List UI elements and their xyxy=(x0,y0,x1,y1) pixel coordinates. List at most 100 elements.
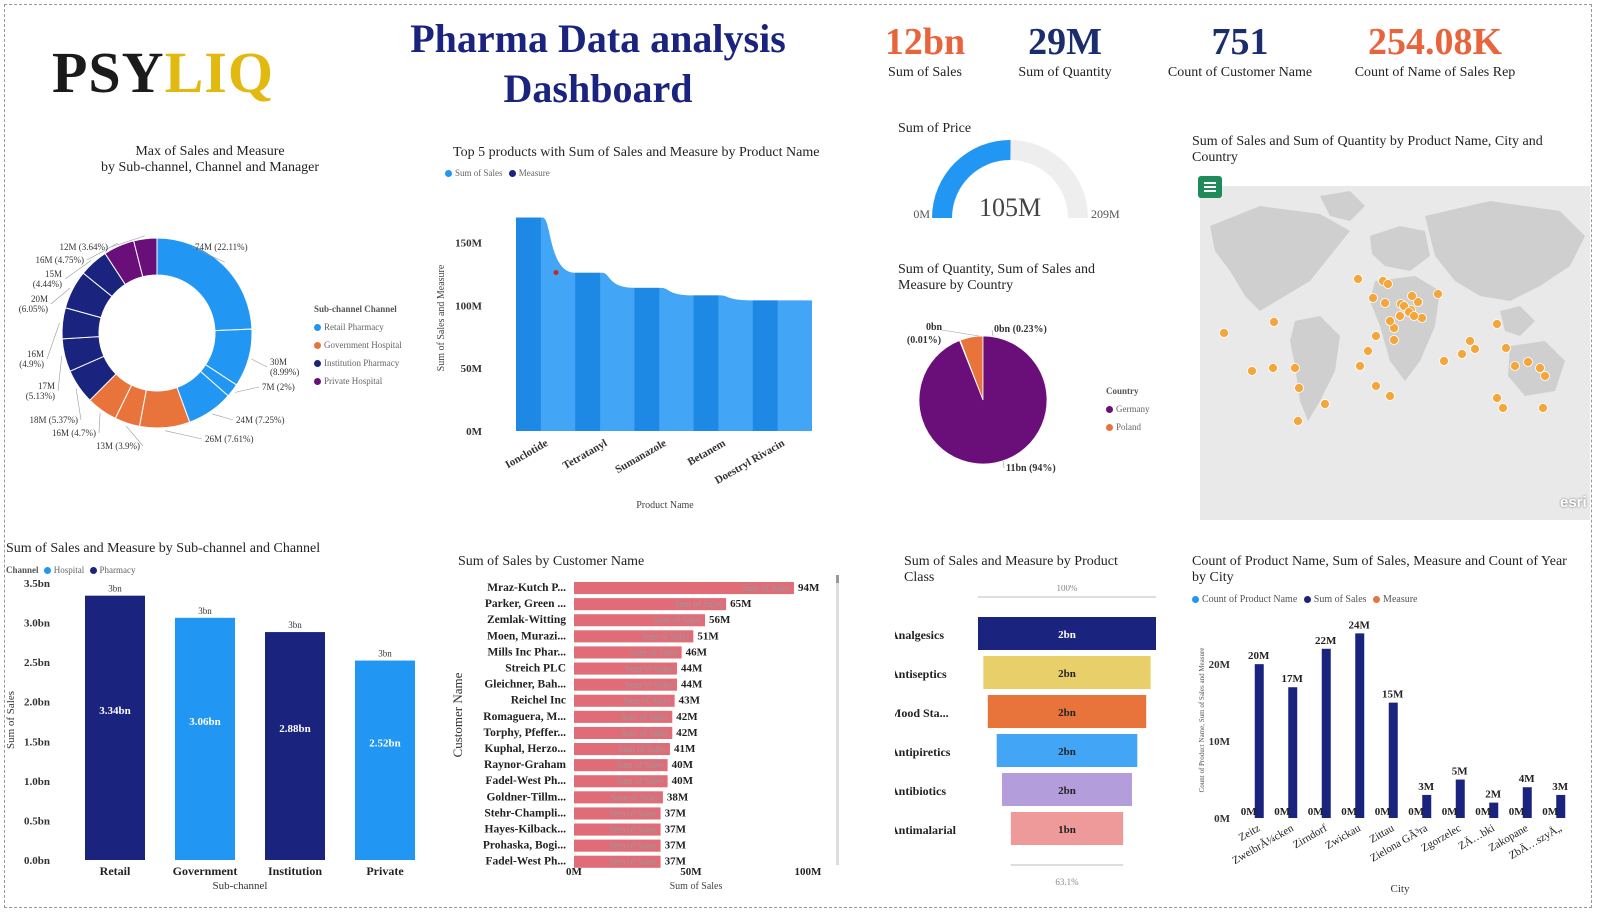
map-location-bubble xyxy=(1371,331,1381,341)
donut-data-label: 15M xyxy=(45,269,62,279)
donut-data-label: 7M (2%) xyxy=(262,382,295,392)
bar-value-label: 4M xyxy=(1519,773,1536,785)
bar-top-label: 3bn xyxy=(288,620,302,630)
y-tick-label: 1.5bn xyxy=(24,736,50,748)
customer-sales-bar xyxy=(574,694,675,707)
pie-legend: Country Germany Poland xyxy=(1106,382,1150,436)
customer-sales-bar xyxy=(574,598,727,611)
y-tick-label: 1.0bn xyxy=(24,776,50,788)
gauge-chart[interactable]: 105M 0M 209M xyxy=(900,130,1160,240)
pie-legend-item-germany[interactable]: Germany xyxy=(1106,400,1150,418)
x-axis-label: Sub-channel xyxy=(213,880,268,892)
donut-leader-line xyxy=(234,386,260,393)
x-tick-label: Ionclotide xyxy=(503,437,550,471)
subchannel-legend-hospital[interactable]: Hospital xyxy=(43,565,84,575)
subchannel-legend: Channel Hospital Pharmacy xyxy=(6,565,136,575)
y-tick-label: 150M xyxy=(455,238,483,250)
map-title-line1: Sum of Sales and Sum of Quantity by Prod… xyxy=(1192,134,1543,149)
city-legend: Count of Product Name Sum of Sales Measu… xyxy=(1192,594,1417,605)
funnel-value-label: 2bn xyxy=(1058,668,1076,680)
customer-name-label: Prohaska, Bogi... xyxy=(483,840,566,852)
funnel-category-label: Analgesics xyxy=(895,628,944,642)
gauge-min-label: 0M xyxy=(913,207,930,221)
scrollbar-thumb xyxy=(836,575,839,583)
bar-tag-label: Sum of Sales xyxy=(642,631,690,641)
donut-data-label: 18M (5.37%) xyxy=(30,415,79,425)
y-axis-label: Count of Product Name, Sum of Sales and … xyxy=(1198,648,1206,793)
kpi-salesrep-label: Count of Name of Sales Rep xyxy=(1354,65,1516,80)
city-legend-sales[interactable]: Sum of Sales xyxy=(1303,594,1367,605)
map-location-bubble xyxy=(1465,336,1475,346)
country-pie-chart[interactable]: 0bn (0.23%) 0bn (0.01%) 11bn (94%) xyxy=(900,320,1160,495)
donut-data-label: (4.44%) xyxy=(33,279,62,289)
funnel-title: Sum of Sales and Measure by Product Clas… xyxy=(904,554,1164,586)
map-title-line2: Country xyxy=(1192,150,1238,165)
bar-zero-label: 0M xyxy=(1475,806,1492,818)
map-location-bubble xyxy=(1492,319,1502,329)
bar-value-label: 3.06bn xyxy=(189,716,221,728)
x-tick-label: Betanem xyxy=(686,437,728,468)
bar-tag-label: Sum of Sales xyxy=(742,583,790,593)
bar-value-label: 2.52bn xyxy=(369,737,401,749)
subchannel-legend-pharmacy[interactable]: Pharmacy xyxy=(89,565,136,575)
donut-data-label: (4.9%) xyxy=(19,359,44,369)
kpi-quantity-value: 29M xyxy=(1028,21,1102,63)
map-location-bubble xyxy=(1409,311,1419,321)
customer-sales-bar xyxy=(574,726,673,739)
bar-zero-label: 0M xyxy=(1375,806,1392,818)
funnel-bar xyxy=(1002,773,1132,806)
subchannel-legend-title: Channel xyxy=(6,565,39,575)
sales-bar xyxy=(516,217,541,431)
world-map xyxy=(1210,191,1585,426)
y-tick-label: 10M xyxy=(1209,736,1231,748)
donut-title: Max of Sales and Measure by Sub-channel,… xyxy=(60,144,360,176)
y-tick-label: 2.0bn xyxy=(24,697,50,709)
map-location-bubble xyxy=(1219,328,1229,338)
city-legend-measure[interactable]: Measure xyxy=(1373,594,1417,605)
legend-label: Measure xyxy=(518,168,550,178)
pie-legend-title: Country xyxy=(1106,386,1139,396)
bar-tag-label: Sum of Sales xyxy=(621,728,669,738)
donut-leader-line xyxy=(86,242,118,261)
donut-data-label: 16M (4.75%) xyxy=(36,255,85,265)
donut-legend-item-private[interactable]: Private Hospital xyxy=(314,372,402,390)
subchannel-bar xyxy=(265,632,325,860)
menu-icon[interactable] xyxy=(1198,176,1222,198)
bar-tag-label: Sum of Sales xyxy=(609,841,657,851)
city-sales-bar xyxy=(1522,787,1532,818)
bar-value-label: 37M xyxy=(665,856,687,868)
customer-name-label: Mraz-Kutch P... xyxy=(487,582,566,594)
bar-tag-label: Sum of Sales xyxy=(625,664,673,674)
map-location-bubble xyxy=(1371,381,1381,391)
subchannel-bar xyxy=(175,617,235,860)
x-tick-label: 100M xyxy=(795,866,823,878)
customer-bar-chart[interactable]: Mraz-Kutch P... Sum of Sales 94M Parker, Gr… xyxy=(450,575,870,910)
donut-legend-item-institution[interactable]: Institution Pharmacy xyxy=(314,354,402,372)
bar-value-label: 17M xyxy=(1282,673,1304,685)
bar-tag-label: Sum of Sales xyxy=(625,680,673,690)
y-tick-label: 50M xyxy=(461,363,483,375)
funnel-category-label: Antimalarial xyxy=(895,823,957,837)
donut-leader-line xyxy=(46,322,60,360)
x-axis-label: Sum of Sales xyxy=(670,881,723,892)
city-legend-count[interactable]: Count of Product Name xyxy=(1192,594,1297,605)
x-tick-label: Private xyxy=(366,864,404,878)
donut-leader-line xyxy=(165,430,203,440)
donut-chart[interactable]: 74M (22.11%) 30M(8.99%) 7M (2%) 24M (7.25%)… xyxy=(0,230,430,460)
map-area[interactable] xyxy=(1200,186,1590,520)
legend-label: Sum of Sales xyxy=(455,168,503,178)
bar-zero-label: 0M xyxy=(1408,806,1425,818)
donut-legend-item-government[interactable]: Government Hospital xyxy=(314,336,402,354)
area-legend-measure[interactable]: Measure xyxy=(508,168,550,178)
map-landmass xyxy=(1370,226,1430,271)
subchannel-bar-chart[interactable]: 0.0bn 0.5bn 1.0bn 1.5bn 2.0bn 2.5bn 3.0bn 3.5bn… xyxy=(0,580,430,910)
city-column-chart[interactable]: 0M10M20M20M0MZeitz17M0MZweibrÃ¼cken22M0M… xyxy=(1190,610,1590,910)
product-class-funnel[interactable]: 100% 2bn Analgesics 2bn Antiseptics 2bn Mood S… xyxy=(895,585,1175,910)
bar-value-label: 43M xyxy=(679,695,701,707)
donut-legend-item-retail[interactable]: Retail Pharmacy xyxy=(314,318,402,336)
area-legend-sales[interactable]: Sum of Sales xyxy=(445,168,503,178)
x-tick-label: Institution xyxy=(268,864,322,878)
pie-legend-item-poland[interactable]: Poland xyxy=(1106,418,1150,436)
funnel-value-label: 2bn xyxy=(1058,785,1076,797)
area-chart[interactable]: 0M 50M 100M 150M Ionclotide Tetratanyl Sumanaz… xyxy=(430,185,850,520)
